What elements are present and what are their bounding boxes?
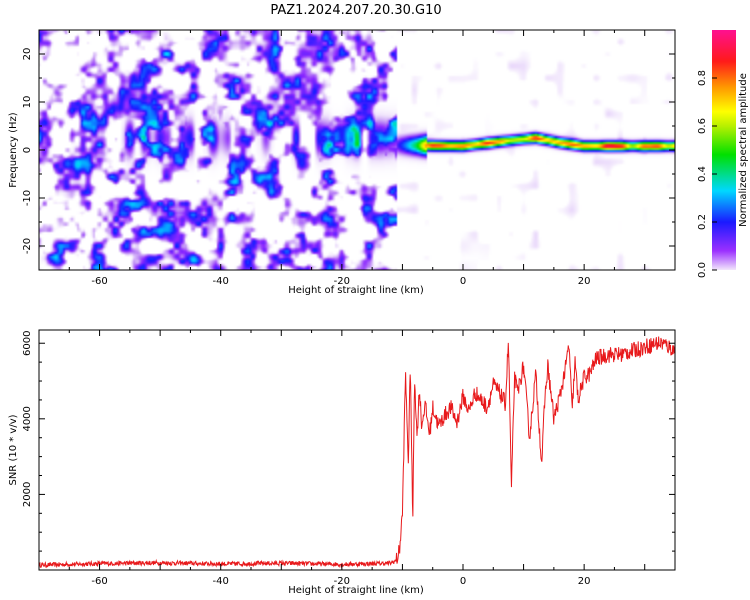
snr-x-tick-label: 20	[578, 576, 591, 587]
colorbar-tick-label: 0.6	[697, 118, 708, 134]
spectrogram-x-tick-label: -20	[334, 276, 350, 287]
snr-y-tick-label: 6000	[22, 331, 33, 356]
spectrogram-panel: -60 -40 -20 0 20 20 10 0 -10 -20 Height of strai…	[8, 29, 676, 296]
spectrogram-y-tick-label: 10	[22, 96, 33, 109]
colorbar-ticks: 0.0 0.2 0.4 0.6 0.8	[697, 70, 717, 278]
snr-y-tick-label: 2000	[22, 482, 33, 507]
snr-x-tick-label: -60	[91, 576, 107, 587]
spectrogram-x-label: Height of straight line (km)	[288, 285, 424, 296]
snr-y-label: SNR (10 * v/v)	[8, 414, 19, 485]
spectrogram-y-tick-label: -20	[22, 238, 33, 254]
snr-x-ticks: -60 -40 -20 0 20	[38, 330, 676, 587]
colorbar-gradient	[712, 30, 736, 270]
colorbar-tick-label: 0.0	[697, 262, 708, 278]
colorbar: 0.0 0.2 0.4 0.6 0.8 Normalized spectral ampl…	[697, 30, 749, 278]
colorbar-tick-label: 0.4	[697, 166, 708, 182]
spectrogram-x-ticks: -60 -40 -20 0 20	[38, 30, 676, 287]
snr-y-tick-label: 4000	[22, 406, 33, 431]
spectrogram-y-ticks: 20 10 0 -10 -20	[22, 29, 675, 271]
snr-x-label: Height of straight line (km)	[288, 585, 424, 596]
spectrogram-heatmap	[39, 30, 675, 270]
spectrogram-y-label: Frequency (Hz)	[8, 112, 19, 188]
snr-x-tick-label: -20	[334, 576, 350, 587]
colorbar-tick-label: 0.8	[697, 70, 708, 86]
spectrogram-x-tick-label: -40	[213, 276, 229, 287]
snr-y-ticks: 2000 4000 6000	[22, 331, 675, 571]
spectrogram-x-tick-label: 0	[460, 276, 466, 287]
snr-frame	[38, 329, 676, 571]
spectrogram-y-tick-label: 20	[22, 48, 33, 61]
snr-x-tick-label: -40	[213, 576, 229, 587]
snr-x-tick-label: 0	[460, 576, 466, 587]
colorbar-tick-label: 0.2	[697, 214, 708, 230]
spectrogram-x-tick-label: 20	[578, 276, 591, 287]
colorbar-label: Normalized spectral amplitude	[738, 73, 749, 227]
spectrogram-y-tick-label: -10	[22, 190, 33, 206]
snr-panel: -60 -40 -20 0 20 2000 4000 6000 Height of stra…	[8, 329, 676, 596]
chart-title: PAZ1.2024.207.20.30.G10	[270, 3, 441, 18]
spectrogram-x-tick-label: -60	[91, 276, 107, 287]
spectrogram-y-tick-label: 0	[22, 147, 33, 153]
snr-series-line	[39, 336, 675, 569]
